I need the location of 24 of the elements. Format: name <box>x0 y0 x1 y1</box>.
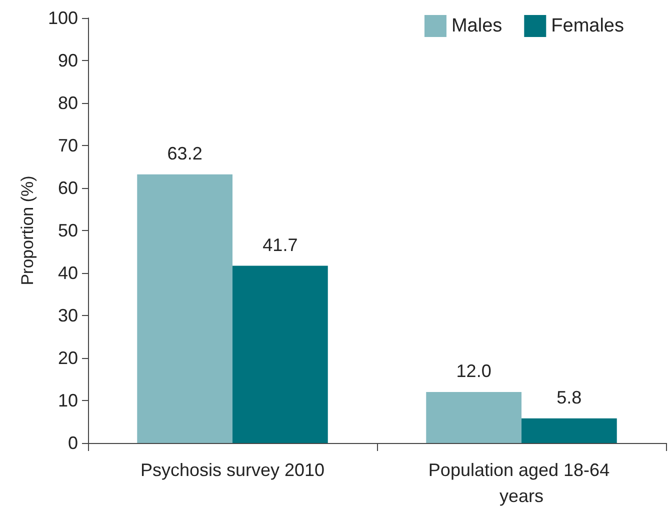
bar <box>426 392 522 443</box>
y-tick-label: 30 <box>58 306 78 326</box>
y-tick-label: 40 <box>58 263 78 283</box>
y-tick-label: 80 <box>58 93 78 113</box>
data-label: 5.8 <box>556 387 582 408</box>
y-tick-label: 70 <box>58 136 78 156</box>
data-label: 41.7 <box>262 234 298 255</box>
x-tick-label: Psychosis survey 2010 <box>140 460 325 480</box>
bar <box>232 266 328 443</box>
y-tick-label: 0 <box>68 433 78 453</box>
y-tick-label: 100 <box>48 8 78 28</box>
x-tick-label: Population aged 18-64 years <box>428 460 615 506</box>
bar <box>522 418 617 443</box>
y-axis-title: Proportion (%) <box>18 176 37 286</box>
y-tick-label: 60 <box>58 178 78 198</box>
y-tick-label: 50 <box>58 220 78 240</box>
y-tick-label: 20 <box>58 348 78 368</box>
legend-label: Females <box>551 16 624 36</box>
legend-label: Males <box>451 16 502 36</box>
y-tick-label: 90 <box>58 50 78 70</box>
data-label: 63.2 <box>167 143 202 164</box>
data-label: 12.0 <box>456 361 492 381</box>
bar <box>137 174 232 443</box>
y-tick-label: 10 <box>58 390 78 410</box>
